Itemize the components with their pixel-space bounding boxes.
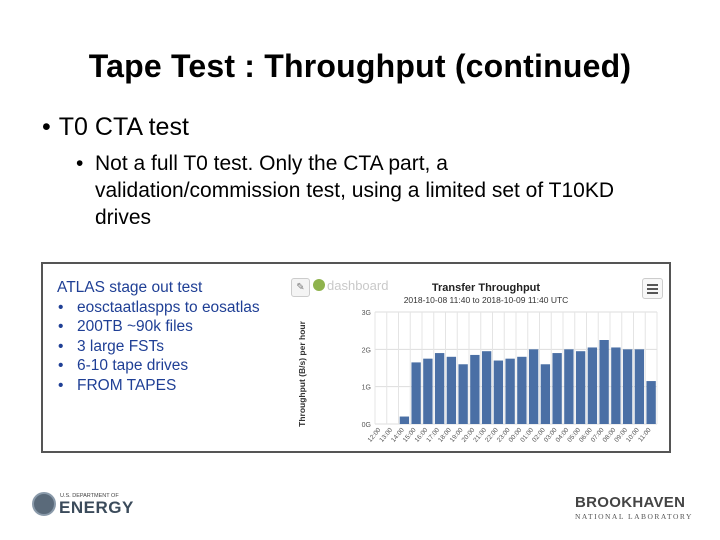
chart-bar	[423, 358, 433, 424]
chart-bar	[611, 347, 621, 424]
chart-bar	[493, 360, 504, 424]
list-item: • FROM TAPES	[58, 376, 177, 394]
y-tick-label: 3G	[362, 310, 371, 317]
y-tick-label: 0G	[362, 422, 371, 429]
dashboard-panel: ✎ dashboard Transfer Throughput 2018-10-…	[291, 274, 669, 452]
chart-bar	[446, 356, 457, 424]
list-item: • eosctaatlaspps to eosatlas	[58, 298, 260, 316]
chart-bar	[528, 349, 539, 424]
bullet-dot: •	[42, 113, 51, 141]
atlas-info-box: ATLAS stage out test • eosctaatlaspps to …	[57, 278, 297, 395]
bullet-level-1: • T0 CTA test	[42, 113, 189, 142]
chart-bar	[411, 362, 421, 424]
chart-bar	[434, 353, 445, 424]
chart-bar	[575, 351, 586, 424]
y-tick-label: 1G	[362, 385, 371, 392]
bullet-level-2: • Not a full T0 test. Only the CTA part,…	[76, 150, 636, 231]
y-axis-label: Throughput (B/s) per hour	[297, 320, 307, 426]
chart-bar	[552, 353, 562, 424]
chart-subtitle: 2018-10-08 11:40 to 2018-10-09 11:40 UTC	[404, 295, 569, 305]
x-tick-label: 11:00	[637, 427, 653, 444]
atlas-title: ATLAS stage out test	[57, 279, 203, 296]
chart-bar	[481, 351, 492, 424]
chart-bar	[470, 354, 480, 424]
chart-bar	[505, 358, 515, 424]
dashboard-logo: dashboard	[313, 278, 388, 293]
bnl-logo: BROOKHAVEN NATIONAL LABORATORY	[575, 494, 693, 521]
chart-bar	[587, 347, 598, 424]
chart-title: Transfer Throughput	[432, 282, 541, 294]
throughput-chart: Transfer Throughput 2018-10-08 11:40 to …	[297, 282, 658, 444]
chart-bar	[599, 340, 609, 424]
chart-bar	[540, 364, 551, 424]
doe-seal-icon	[32, 492, 56, 516]
y-tick-label: 2G	[362, 347, 371, 354]
bullet-text: T0 CTA test	[58, 113, 189, 141]
pencil-icon[interactable]: ✎	[291, 278, 310, 297]
chart-bar	[634, 349, 645, 424]
chart-bar	[399, 416, 410, 424]
list-item: • 3 large FSTs	[58, 337, 165, 355]
screenshot-figure: ATLAS stage out test • eosctaatlaspps to …	[41, 262, 671, 453]
list-item: • 200TB ~90k files	[58, 318, 193, 335]
atlas-list: • eosctaatlaspps to eosatlas • 200TB ~90k …	[57, 298, 297, 396]
chart-bar	[646, 381, 656, 424]
slide-title: Tape Test : Throughput (continued)	[88, 48, 632, 84]
chart-bar	[622, 349, 633, 424]
chart-bar	[517, 356, 527, 424]
subbullet-text: Not a full T0 test. Only the CTA part, a…	[95, 152, 615, 229]
chart-bar	[564, 349, 574, 424]
doe-logo: U.S. DEPARTMENT OF ENERGY	[32, 490, 133, 520]
hamburger-menu-icon[interactable]	[642, 278, 663, 299]
list-item: • 6-10 tape drives	[58, 357, 189, 374]
bullet-dot: •	[76, 152, 84, 175]
chart-bar	[458, 364, 468, 424]
